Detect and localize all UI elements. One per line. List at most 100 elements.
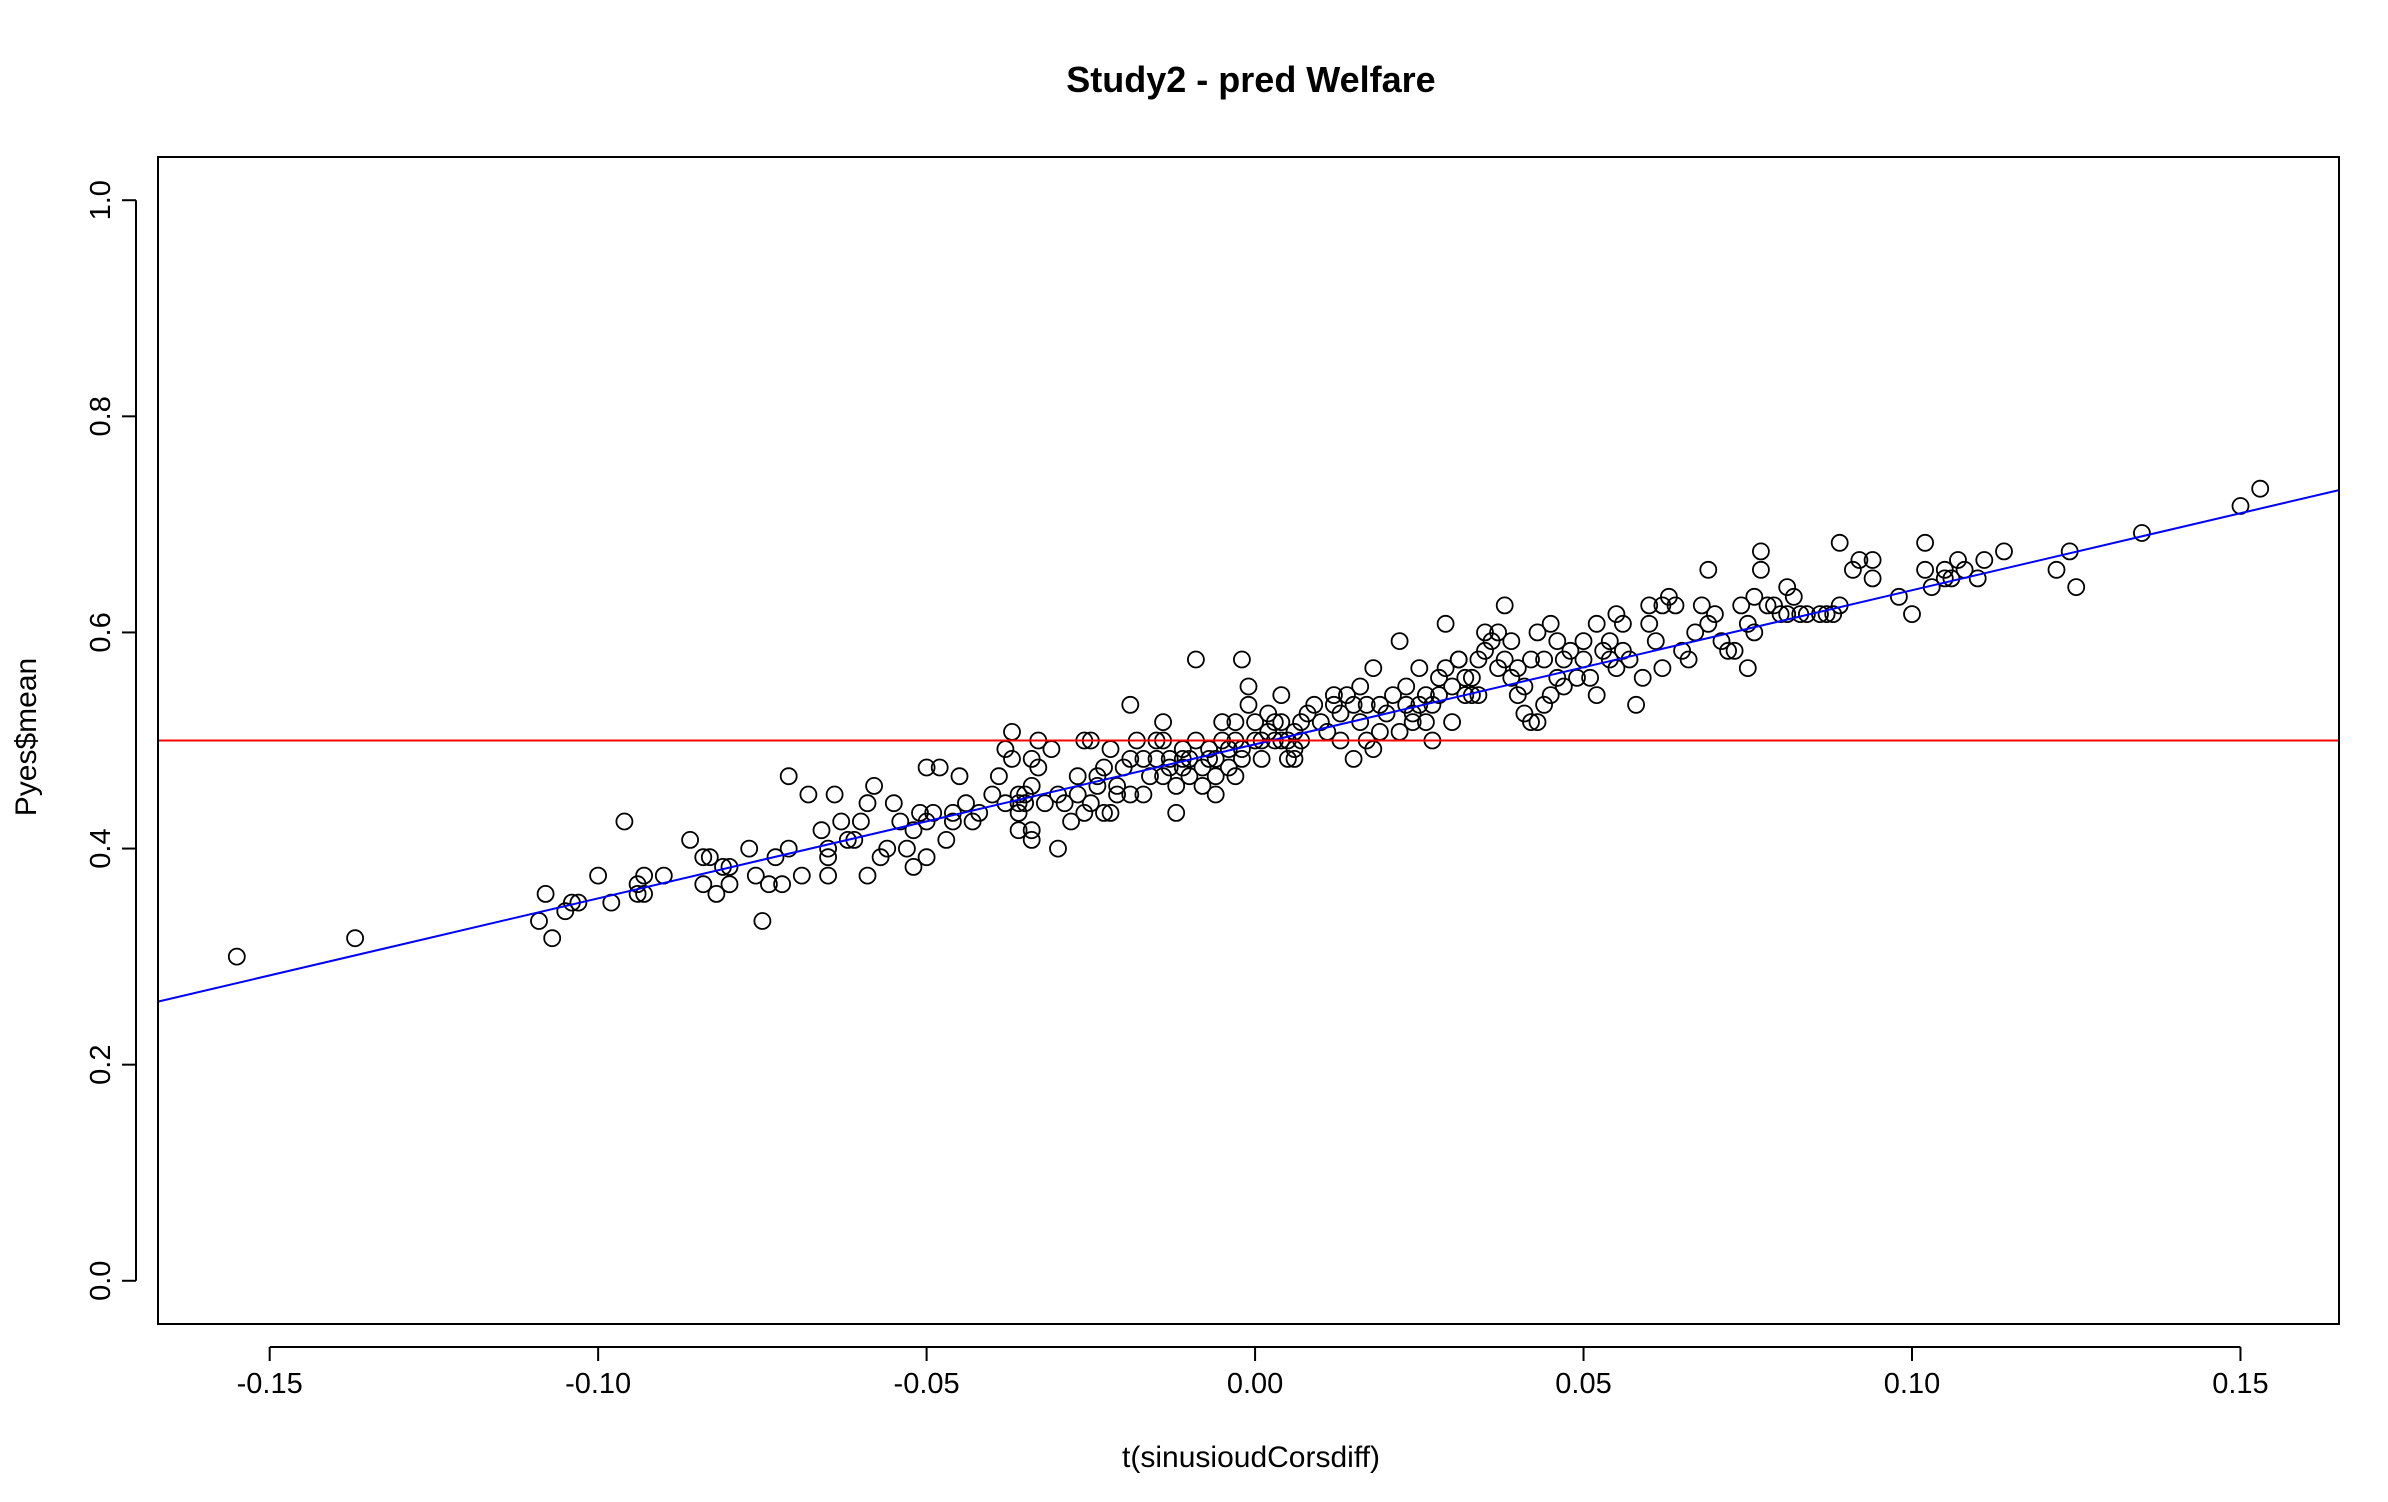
data-point xyxy=(766,848,785,867)
data-point xyxy=(1417,713,1435,731)
data-point xyxy=(536,885,555,903)
data-point xyxy=(884,794,903,813)
x-tick-label: 0.00 xyxy=(1227,1368,1283,1400)
data-point xyxy=(1890,587,1908,606)
data-point xyxy=(970,804,989,822)
data-point xyxy=(983,785,1002,804)
data-point xyxy=(1344,695,1363,714)
data-point xyxy=(996,794,1015,813)
data-point xyxy=(1706,605,1724,623)
data-point xyxy=(1489,623,1507,642)
data-point xyxy=(819,848,837,867)
data-point xyxy=(1233,650,1251,669)
data-point xyxy=(779,839,798,858)
x-tick-label: -0.15 xyxy=(237,1368,303,1400)
data-point xyxy=(1541,686,1560,704)
data-point xyxy=(930,758,949,777)
data-point xyxy=(1692,596,1711,615)
data-point xyxy=(878,839,897,858)
data-point xyxy=(1206,750,1225,768)
data-point xyxy=(1154,713,1172,731)
data-point xyxy=(1449,650,1468,669)
data-point xyxy=(1403,713,1422,731)
data-point xyxy=(1029,758,1048,777)
data-point xyxy=(681,831,699,849)
data-point xyxy=(1121,785,1140,804)
data-point xyxy=(1108,777,1126,795)
data-point xyxy=(1417,686,1435,704)
data-point xyxy=(1049,839,1067,858)
data-point xyxy=(1719,641,1737,660)
data-point xyxy=(1752,560,1770,579)
data-point xyxy=(1515,677,1534,696)
data-point xyxy=(1653,659,1672,677)
data-point xyxy=(1522,650,1540,669)
x-tick-label: -0.05 xyxy=(894,1368,960,1400)
data-point xyxy=(1022,777,1041,795)
data-point xyxy=(1285,750,1304,768)
data-point xyxy=(1121,695,1140,714)
data-point xyxy=(1725,641,1744,660)
data-point xyxy=(2132,524,2151,542)
data-point xyxy=(1995,542,2013,561)
data-point xyxy=(1587,686,1606,704)
data-point xyxy=(1134,750,1153,768)
data-point xyxy=(1752,542,1770,561)
data-point xyxy=(1443,713,1461,731)
data-point xyxy=(1016,794,1034,813)
data-point xyxy=(1916,533,1934,552)
data-point xyxy=(1075,804,1094,822)
data-point xyxy=(950,767,969,786)
data-point xyxy=(1121,750,1140,768)
data-point xyxy=(1226,713,1245,731)
data-point xyxy=(720,858,739,876)
data-point xyxy=(1758,596,1777,615)
data-point xyxy=(1338,686,1356,704)
x-tick-label: 0.05 xyxy=(1555,1368,1611,1400)
data-point xyxy=(1863,569,1882,588)
data-point xyxy=(1443,677,1461,696)
data-point xyxy=(1081,794,1100,813)
data-point xyxy=(1738,659,1757,677)
data-point xyxy=(1949,551,1967,569)
data-point xyxy=(227,947,246,966)
data-point xyxy=(720,875,739,894)
data-point xyxy=(1311,713,1330,731)
data-point xyxy=(1502,632,1521,650)
data-point xyxy=(1009,821,1028,840)
data-point xyxy=(1640,596,1659,615)
data-point xyxy=(1390,632,1409,650)
data-point xyxy=(1213,713,1232,731)
data-point xyxy=(779,767,798,786)
data-point xyxy=(1745,623,1764,642)
data-point xyxy=(898,839,916,858)
data-point xyxy=(1088,777,1107,795)
data-point xyxy=(825,785,844,804)
data-point xyxy=(1239,677,1258,696)
data-point xyxy=(865,777,883,795)
data-point xyxy=(1193,777,1212,795)
plot-frame xyxy=(157,156,2340,1325)
data-point xyxy=(1633,668,1652,687)
data-point xyxy=(1463,668,1481,687)
data-point xyxy=(1062,812,1080,831)
data-point xyxy=(1456,686,1475,704)
data-point xyxy=(924,804,943,822)
data-point xyxy=(1784,587,1803,606)
data-point xyxy=(1778,578,1797,596)
data-point xyxy=(1817,605,1836,623)
data-point xyxy=(1187,650,1205,669)
data-point xyxy=(1640,614,1659,633)
data-point xyxy=(1252,750,1271,768)
y-axis-label: Pyes$mean xyxy=(10,658,43,816)
data-point xyxy=(589,866,607,885)
data-point xyxy=(1522,713,1540,731)
data-point xyxy=(1541,614,1560,633)
data-point xyxy=(1476,641,1494,660)
data-point xyxy=(1430,668,1448,687)
data-point xyxy=(2251,479,2270,498)
data-point xyxy=(1975,551,1994,569)
data-point xyxy=(1778,605,1797,623)
data-point xyxy=(917,758,936,777)
